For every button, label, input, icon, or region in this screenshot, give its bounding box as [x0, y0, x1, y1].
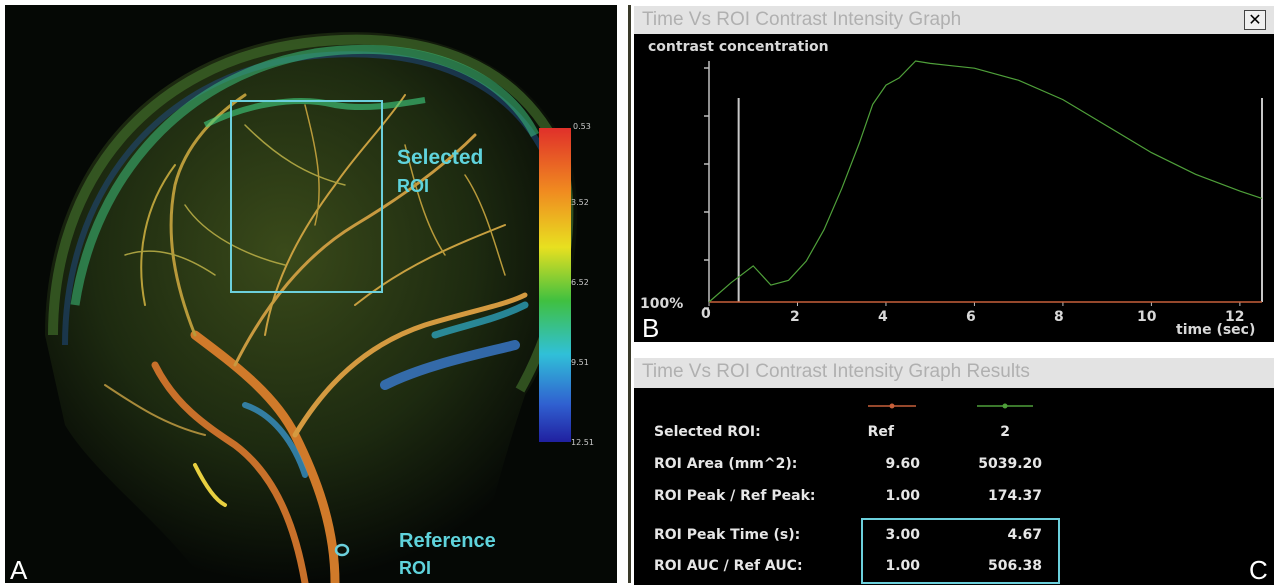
- graph-window: Time Vs ROI Contrast Intensity Graph ✕ c…: [634, 6, 1274, 343]
- head-silhouette: [45, 32, 578, 583]
- angiography-image-panel: 0.53 3.52 6.52 9.51 12.51 Selected ROI R…: [5, 5, 617, 583]
- results-window-title: Time Vs ROI Contrast Intensity Graph Res…: [642, 361, 1030, 382]
- row-ref-value: Ref: [867, 424, 894, 440]
- row-sel-value: 174.37: [987, 488, 1042, 504]
- row-sel-value: 5039.20: [978, 456, 1042, 472]
- row-label: ROI Area (mm^2):: [654, 456, 798, 472]
- y-tick-100-percent: 100%: [640, 296, 684, 312]
- row-sel-value: 506.38: [987, 558, 1042, 574]
- row-ref-value: 3.00: [885, 527, 920, 543]
- legend-swatches: [861, 403, 1060, 584]
- results-window: Time Vs ROI Contrast Intensity Graph Res…: [634, 358, 1274, 585]
- vessel-map-image: [45, 32, 578, 583]
- graph-window-titlebar[interactable]: Time Vs ROI Contrast Intensity Graph ✕: [634, 6, 1274, 34]
- selected-roi-box[interactable]: [230, 100, 383, 293]
- x-tick-6: 6: [966, 309, 976, 325]
- x-tick-0: 0: [701, 306, 711, 322]
- colorbar-tick-2: 6.52: [571, 278, 589, 287]
- panel-letter-c: C: [1249, 555, 1268, 585]
- series-line-roi2: [708, 60, 1263, 303]
- legend-roi2-dot: [1002, 403, 1008, 409]
- y-axis-label: contrast concentration: [648, 39, 829, 55]
- selected-roi-label-line2: ROI: [397, 176, 430, 196]
- x-tick-12: 12: [1225, 309, 1245, 325]
- results-window-titlebar[interactable]: Time Vs ROI Contrast Intensity Graph Res…: [634, 358, 1274, 388]
- contrast-intensity-chart: [704, 60, 1263, 309]
- row-sel-value: 2: [1000, 424, 1010, 440]
- panel-letter-a: A: [10, 555, 28, 583]
- row-ref-value: 1.00: [885, 558, 920, 574]
- row-label: ROI Peak / Ref Peak:: [654, 488, 816, 504]
- colorbar: [539, 128, 571, 442]
- reference-roi-label-line2: ROI: [399, 558, 432, 578]
- reference-roi-label-line1: Reference: [399, 530, 496, 552]
- panel-letter-b: B: [642, 313, 660, 343]
- row-sel-value: 4.67: [1007, 527, 1042, 543]
- colorbar-tick-4: 12.51: [571, 438, 594, 447]
- colorbar-tick-3: 9.51: [571, 358, 589, 367]
- x-tick-10: 10: [1137, 309, 1157, 325]
- panel-divider: [628, 5, 631, 583]
- x-tick-4: 4: [878, 309, 888, 325]
- x-tick-8: 8: [1054, 309, 1064, 325]
- x-axis-label: time (sec): [1176, 322, 1256, 338]
- highlight-box: [861, 518, 1060, 584]
- selected-roi-label-line1: Selected: [397, 146, 484, 169]
- x-tick-2: 2: [790, 309, 800, 325]
- row-label: ROI Peak Time (s):: [654, 527, 801, 543]
- legend-ref-dot: [889, 403, 895, 409]
- colorbar-tick-0: 0.53: [573, 122, 591, 131]
- close-button[interactable]: ✕: [1244, 10, 1266, 30]
- colorbar-tick-1: 3.52: [571, 198, 589, 207]
- row-label: ROI AUC / Ref AUC:: [654, 558, 803, 574]
- row-label: Selected ROI:: [654, 424, 761, 440]
- vessel-network: [104, 93, 529, 583]
- graph-window-title: Time Vs ROI Contrast Intensity Graph: [642, 9, 962, 30]
- row-ref-value: 1.00: [885, 488, 920, 504]
- reference-roi-marker[interactable]: [334, 543, 350, 557]
- row-ref-value: 9.60: [885, 456, 920, 472]
